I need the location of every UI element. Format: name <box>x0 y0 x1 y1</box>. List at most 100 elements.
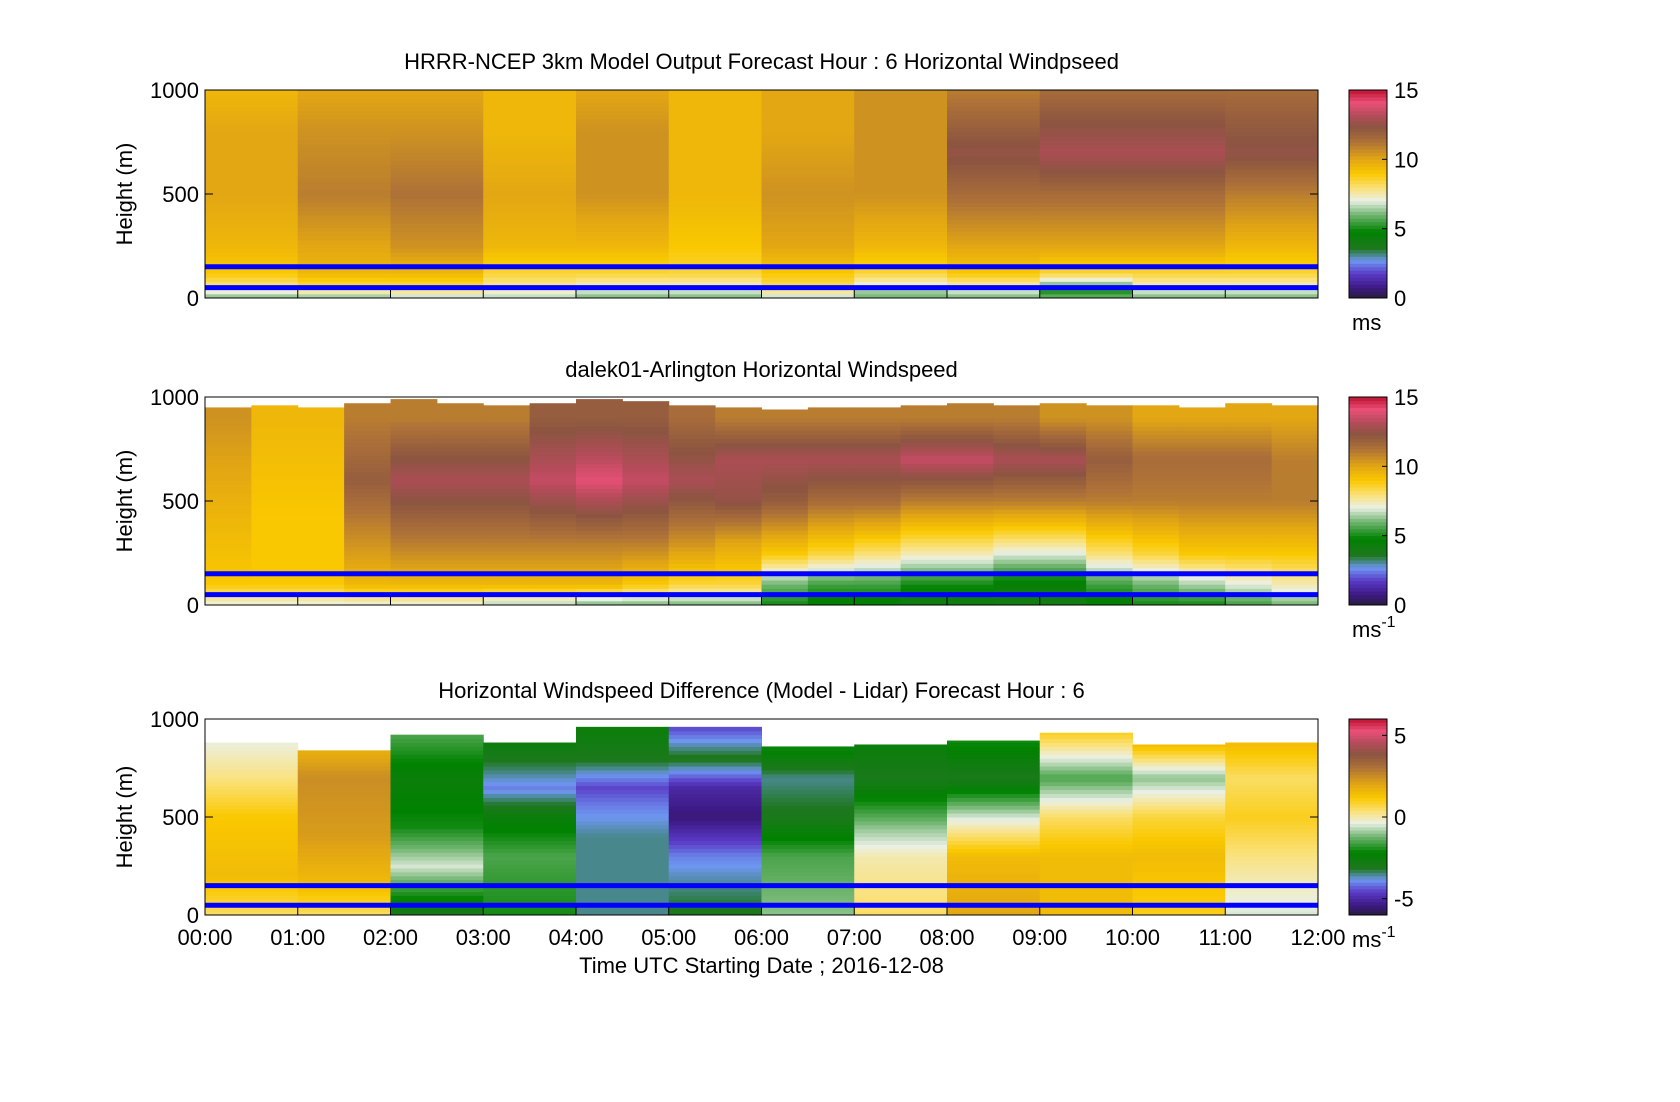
heatmap-cell <box>715 484 763 490</box>
colorbar-swatch <box>1349 566 1387 571</box>
heatmap-cell <box>1132 875 1226 881</box>
heatmap-cell <box>668 550 716 556</box>
heatmap-cell <box>854 895 948 900</box>
heatmap-cell <box>1178 555 1226 560</box>
heatmap-cell <box>715 563 763 569</box>
heatmap-cell <box>854 781 948 787</box>
heatmap-cell <box>854 476 902 481</box>
heatmap-cell <box>854 525 902 531</box>
heatmap-cell <box>1039 828 1133 834</box>
heatmap-cell <box>1039 185 1133 191</box>
heatmap-cell <box>1132 476 1180 481</box>
heatmap-cell <box>483 409 531 415</box>
heatmap-cell <box>900 534 948 539</box>
heatmap-cell <box>1132 114 1226 120</box>
heatmap-cell <box>1132 754 1226 759</box>
colorbar-swatch <box>1349 911 1387 916</box>
heatmap-cell <box>854 555 902 560</box>
heatmap-cell <box>1271 580 1319 585</box>
heatmap-cell <box>668 501 716 506</box>
heatmap-cell <box>297 476 345 481</box>
heatmap-cell <box>807 409 855 415</box>
heatmap-cell <box>854 438 902 444</box>
heatmap-cell <box>761 534 809 539</box>
heatmap-cell <box>390 476 438 481</box>
heatmap-column <box>993 405 1041 606</box>
heatmap-cell <box>1039 584 1087 589</box>
heatmap-cell <box>390 746 484 751</box>
heatmap-cell <box>1086 459 1134 465</box>
heatmap-cell <box>854 505 902 510</box>
heatmap-cell <box>1039 459 1087 465</box>
heatmap-cell <box>1225 907 1319 912</box>
heatmap-cell <box>715 555 763 560</box>
heatmap-cell <box>1225 181 1319 187</box>
heatmap-cell <box>390 867 484 873</box>
colorbar-swatch <box>1349 435 1387 440</box>
heatmap-cell <box>1039 248 1133 253</box>
heatmap-cell <box>668 405 716 410</box>
heatmap-cell <box>1225 403 1273 406</box>
heatmap-cell <box>1132 214 1226 220</box>
heatmap-cell <box>1132 907 1226 912</box>
heatmap-cell <box>251 513 299 519</box>
heatmap-cell <box>576 505 623 510</box>
heatmap-cell <box>993 492 1041 498</box>
heatmap-cell <box>1039 860 1133 865</box>
heatmap-cell <box>1132 879 1226 885</box>
heatmap-cell <box>390 409 438 415</box>
heatmap-cell <box>807 509 855 514</box>
heatmap-cell <box>668 156 762 162</box>
heatmap-cell <box>483 805 577 810</box>
colorbar-swatch <box>1349 725 1387 730</box>
heatmap-cell <box>483 852 577 857</box>
colorbar-swatch <box>1349 256 1387 261</box>
colorbar-swatch <box>1349 559 1387 564</box>
heatmap-cell <box>205 875 299 881</box>
heatmap-cell <box>390 148 484 153</box>
heatmap-cell <box>761 777 855 783</box>
heatmap-cell <box>761 289 855 295</box>
heatmap-cell <box>668 223 762 228</box>
heatmap-cell <box>1271 550 1319 556</box>
heatmap-cell <box>947 131 1041 137</box>
heatmap-cell <box>251 430 299 435</box>
heatmap-cell <box>1225 781 1319 787</box>
heatmap-cell <box>483 813 577 818</box>
heatmap-cell <box>993 542 1041 548</box>
heatmap-cell <box>1132 575 1180 581</box>
heatmap-cell <box>1132 856 1226 861</box>
heatmap-cell <box>1225 879 1319 885</box>
heatmap-cell <box>390 438 438 444</box>
heatmap-cell <box>576 758 670 763</box>
heatmap-cell <box>807 567 855 573</box>
heatmap-cell <box>668 198 762 203</box>
heatmap-cell <box>205 235 299 241</box>
heatmap-cell <box>900 530 948 535</box>
heatmap-cell <box>1225 119 1319 124</box>
heatmap-cell <box>807 455 855 460</box>
heatmap-cell <box>761 177 855 183</box>
heatmap-cell <box>1132 758 1226 763</box>
heatmap-cell <box>668 114 762 120</box>
heatmap-cell <box>854 164 948 170</box>
heatmap-cell <box>576 781 670 787</box>
heatmap-cell <box>947 805 1041 810</box>
heatmap-cell <box>668 169 762 174</box>
heatmap-cell <box>1271 463 1319 469</box>
heatmap-cell <box>1039 746 1133 751</box>
heatmap-cell <box>947 252 1041 257</box>
heatmap-cell <box>436 513 484 519</box>
heatmap-cell <box>854 856 948 861</box>
heatmap-cell <box>807 501 855 506</box>
heatmap-cell <box>483 538 531 544</box>
heatmap-cell <box>205 828 299 834</box>
heatmap-cell <box>715 417 763 423</box>
heatmap-cell <box>761 864 855 869</box>
heatmap-cell <box>1178 409 1226 415</box>
heatmap-cell <box>761 860 855 865</box>
heatmap-cell <box>344 600 392 606</box>
heatmap-cell <box>576 123 670 128</box>
heatmap-cell <box>529 471 577 477</box>
